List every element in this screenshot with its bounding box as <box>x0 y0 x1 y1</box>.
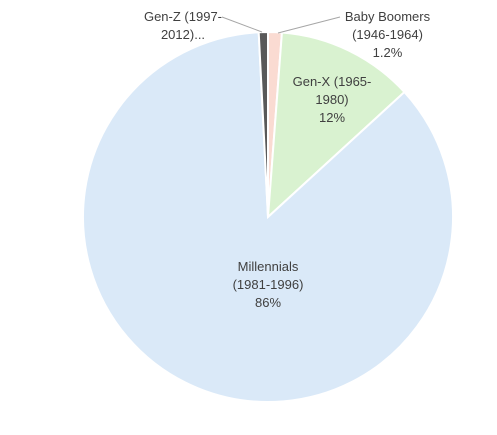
value-label: 86% <box>254 295 282 310</box>
slice-label: Baby Boomers (1946-1964) 1.2% <box>335 8 440 62</box>
category-label: Gen-Z (1997-2012)... <box>143 9 223 42</box>
category-label: Millennials (1981-1996) <box>232 259 304 292</box>
slice-label: Millennials (1981-1996) 86% <box>218 258 318 312</box>
value-label: 1.2% <box>372 45 403 60</box>
value-label: 12% <box>318 110 346 125</box>
category-label: Gen-X (1965-1980) <box>292 74 372 107</box>
slice-label: Gen-X (1965-1980) 12% <box>287 73 377 127</box>
slice-label: Gen-Z (1997-2012)... <box>138 8 228 44</box>
pie-slice <box>266 31 406 220</box>
pie-slice <box>82 31 454 403</box>
category-label: Baby Boomers (1946-1964) <box>344 9 431 42</box>
pie-slice <box>257 30 269 218</box>
leader-line <box>277 16 341 34</box>
leader-line <box>221 16 263 33</box>
